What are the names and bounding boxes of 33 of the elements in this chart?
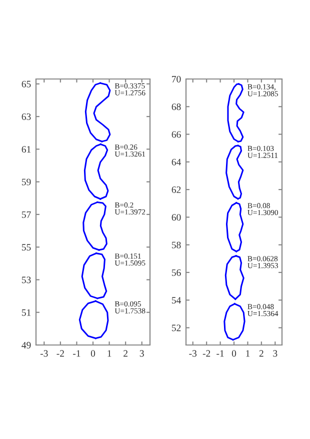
y-tick-label: 63 [22, 113, 31, 120]
y-tick-label: 64 [172, 158, 181, 166]
x-tick-label: 0 [232, 350, 236, 357]
y-tick-label: 65 [22, 80, 31, 88]
y-tick-label: 56 [172, 269, 181, 276]
x-tick-label: -3 [189, 350, 197, 357]
x-tick-label: -1 [73, 350, 80, 357]
y-tick-label: 53 [22, 276, 31, 284]
x-tick-label: 0 [90, 350, 96, 357]
y-tick-label: 60 [172, 214, 181, 221]
x-tick-label: 1 [246, 350, 250, 357]
y-tick-label: 59 [22, 178, 31, 186]
y-tick-label: 70 [172, 76, 181, 82]
x-tick-label: -2 [56, 350, 64, 357]
y-tick-label: 57 [22, 211, 31, 218]
x-tick-label: -2 [202, 350, 210, 357]
x-tick-label: 3 [273, 350, 278, 357]
y-tick-label: 58 [172, 242, 181, 248]
y-tick-label: 68 [172, 104, 181, 110]
y-tick-label: 49 [22, 342, 31, 348]
y-tick-label: 55 [22, 244, 31, 251]
y-tick-label: 51 [22, 309, 31, 316]
x-tick-label: 3 [140, 350, 144, 357]
y-tick-label: 66 [172, 131, 181, 138]
x-tick-label: -1 [216, 350, 224, 357]
y-tick-label: 62 [172, 186, 181, 194]
x-tick-label: 2 [124, 350, 128, 357]
y-tick-label: 52 [172, 324, 181, 332]
x-tick-label: -3 [40, 350, 48, 357]
x-tick-label: 1 [108, 350, 112, 357]
x-tick-label: 2 [259, 350, 264, 357]
y-tick-label: 61 [22, 146, 31, 153]
y-tick-label: 54 [172, 297, 181, 304]
